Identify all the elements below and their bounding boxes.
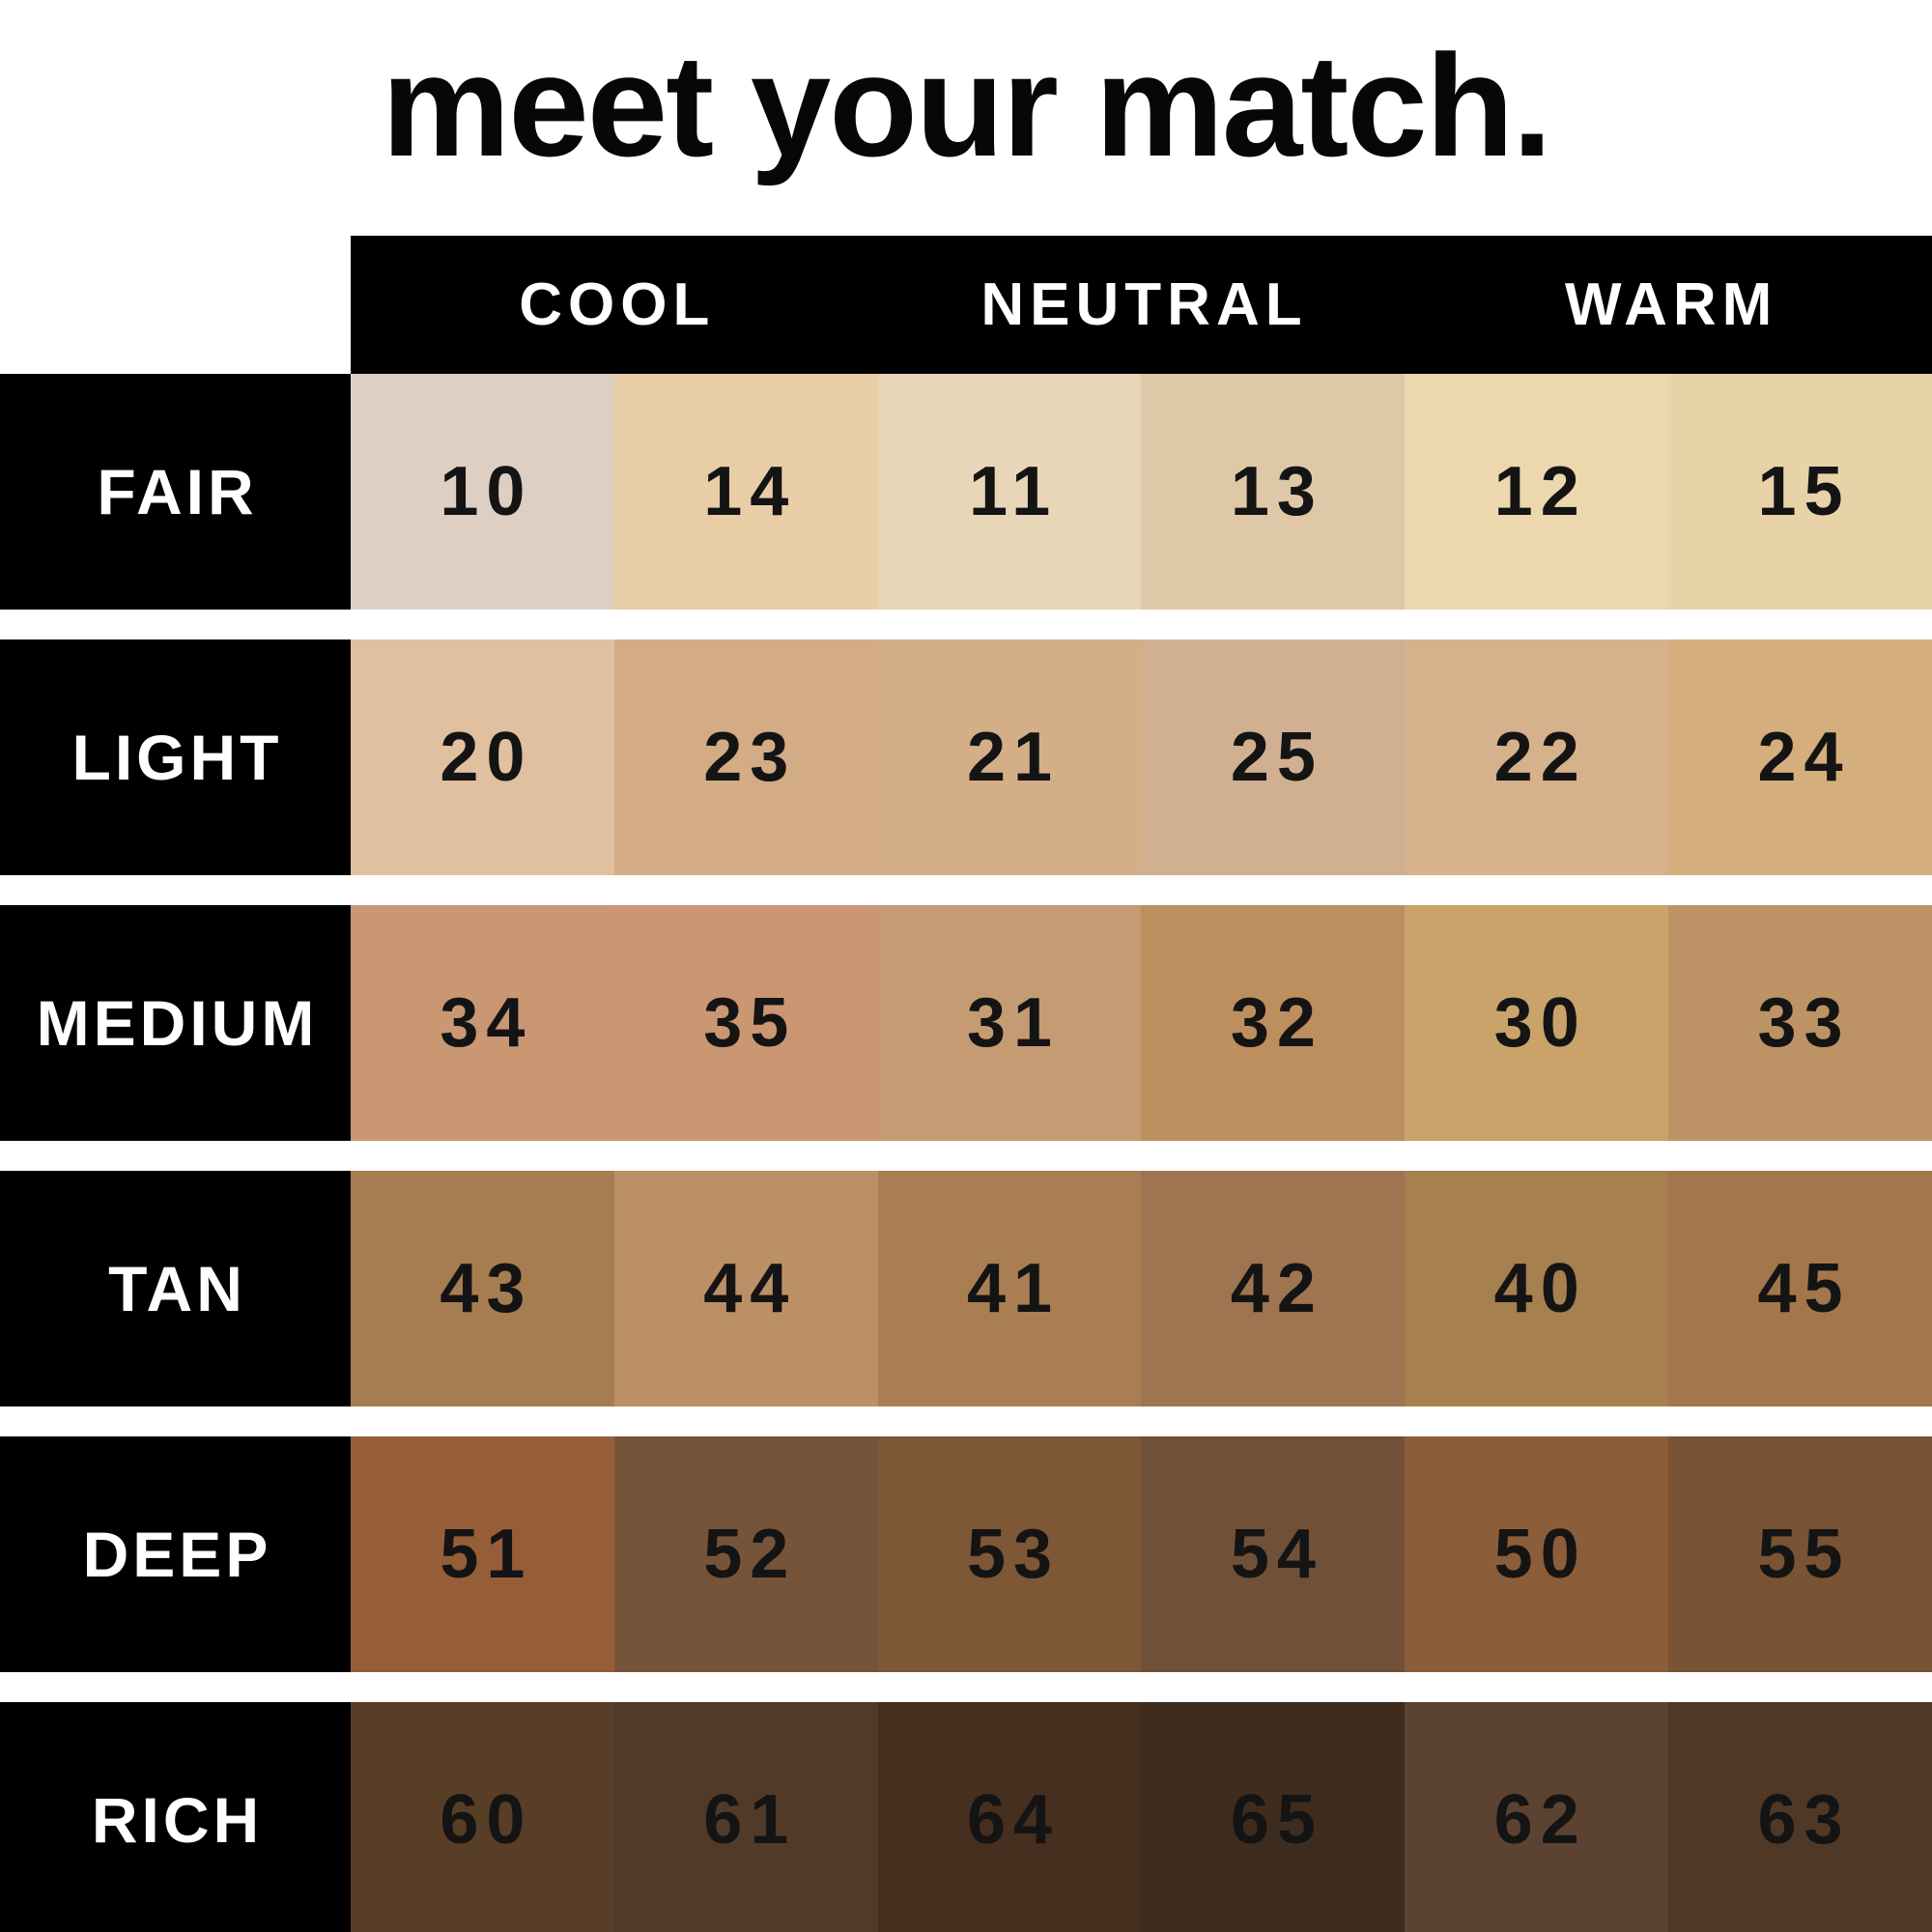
shade-number: 30 [1493,984,1587,1062]
swatch-10: 10 [351,374,614,610]
swatch-41: 41 [877,1171,1142,1406]
shade-number: 55 [1757,1516,1851,1593]
shade-number: 10 [440,453,533,530]
row-label-deep: DEEP [0,1436,351,1672]
undertone-header-cool: COOL [519,271,716,338]
shade-number: 64 [967,1781,1061,1859]
swatch-42: 42 [1141,1171,1406,1406]
shade-number: 63 [1757,1781,1851,1859]
shade-row-tan: TAN 43 44 41 42 40 45 [0,1171,1932,1406]
shade-number: 34 [440,984,533,1062]
swatch-31: 31 [877,905,1142,1141]
swatch-51: 51 [351,1436,614,1672]
shade-number: 11 [969,453,1059,530]
swatch-22: 22 [1405,639,1669,875]
swatch-25: 25 [1141,639,1406,875]
swatch-52: 52 [613,1436,878,1672]
swatch-32: 32 [1141,905,1406,1141]
swatch-60: 60 [351,1702,614,1932]
shade-number: 45 [1757,1250,1851,1327]
swatch-43: 43 [351,1171,614,1406]
shade-number: 13 [1230,453,1323,530]
shade-number: 31 [967,984,1061,1062]
undertone-header-neutral: NEUTRAL [980,271,1308,338]
shade-number: 23 [703,719,797,796]
shade-number: 52 [703,1516,797,1593]
shade-number: 53 [967,1516,1061,1593]
swatch-40: 40 [1405,1171,1669,1406]
shade-number: 22 [1493,719,1587,796]
shade-row-fair: FAIR 10 14 11 13 12 15 [0,374,1932,610]
shade-row-rich: RICH 60 61 64 65 62 63 [0,1702,1932,1932]
page-title: meet your match. [381,24,1552,186]
swatch-24: 24 [1668,639,1932,875]
undertone-header-warm: WARM [1565,271,1778,338]
shade-number: 42 [1230,1250,1323,1327]
shade-number: 51 [440,1516,533,1593]
swatch-44: 44 [613,1171,878,1406]
shade-number: 40 [1493,1250,1587,1327]
swatch-23: 23 [613,639,878,875]
shade-number: 15 [1757,453,1851,530]
swatch-35: 35 [613,905,878,1141]
swatch-62: 62 [1405,1702,1669,1932]
row-label-medium: MEDIUM [0,905,351,1141]
shade-number: 43 [440,1250,533,1327]
row-label-fair: FAIR [0,374,351,610]
shade-number: 14 [703,453,797,530]
shade-number: 50 [1493,1516,1587,1593]
swatch-45: 45 [1668,1171,1932,1406]
row-label-light: LIGHT [0,639,351,875]
swatch-12: 12 [1405,374,1669,610]
shade-number: 54 [1230,1516,1323,1593]
row-label-rich: RICH [0,1702,351,1932]
swatch-33: 33 [1668,905,1932,1141]
swatch-20: 20 [351,639,614,875]
swatch-15: 15 [1668,374,1932,610]
shade-number: 61 [703,1781,797,1859]
shade-number: 32 [1230,984,1323,1062]
shade-number: 12 [1493,453,1587,530]
swatch-34: 34 [351,905,614,1141]
shade-number: 65 [1230,1781,1323,1859]
swatch-11: 11 [877,374,1142,610]
swatch-65: 65 [1141,1702,1406,1932]
shade-row-light: LIGHT 20 23 21 25 22 24 [0,639,1932,875]
shade-number: 44 [703,1250,797,1327]
swatch-61: 61 [613,1702,878,1932]
shade-number: 24 [1757,719,1851,796]
shade-number: 41 [967,1250,1061,1327]
shade-number: 25 [1230,719,1323,796]
shade-number: 20 [440,719,533,796]
swatch-63: 63 [1668,1702,1932,1932]
swatch-13: 13 [1141,374,1406,610]
row-label-tan: TAN [0,1171,351,1406]
swatch-50: 50 [1405,1436,1669,1672]
swatch-53: 53 [877,1436,1142,1672]
swatch-30: 30 [1405,905,1669,1141]
swatch-55: 55 [1668,1436,1932,1672]
shade-number: 35 [703,984,797,1062]
swatch-54: 54 [1141,1436,1406,1672]
swatch-14: 14 [613,374,878,610]
swatch-64: 64 [877,1702,1142,1932]
shade-number: 60 [440,1781,533,1859]
shade-number: 33 [1757,984,1851,1062]
undertone-header-bar: COOL NEUTRAL WARM [351,236,1932,374]
shade-number: 62 [1493,1781,1587,1859]
shade-number: 21 [967,719,1061,796]
shade-row-deep: DEEP 51 52 53 54 50 55 [0,1436,1932,1672]
shade-row-medium: MEDIUM 34 35 31 32 30 33 [0,905,1932,1141]
swatch-21: 21 [877,639,1142,875]
